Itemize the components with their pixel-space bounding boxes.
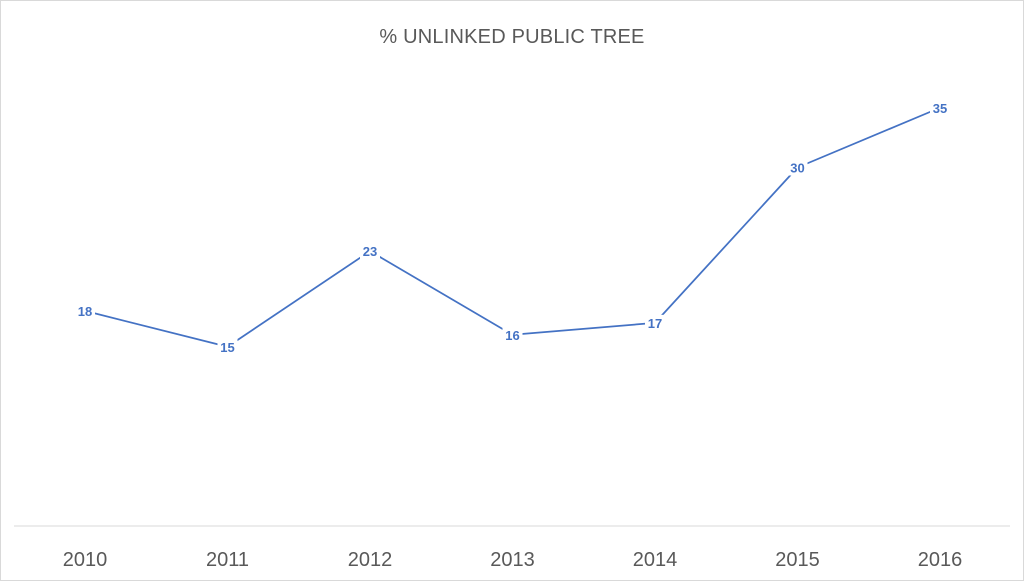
x-tick-label: 2011 [206, 549, 249, 571]
data-label: 15 [220, 340, 234, 355]
data-label: 23 [363, 244, 377, 259]
x-tick-label: 2012 [348, 549, 393, 571]
chart-title: % UNLINKED PUBLIC TREE [379, 26, 645, 48]
data-label-background [75, 302, 95, 319]
data-label-background [217, 338, 238, 355]
data-label-background [787, 159, 808, 176]
data-labels: 18 15 23 16 17 30 35 [75, 99, 950, 355]
x-tick-label: 2013 [490, 549, 535, 571]
data-label: 18 [78, 304, 92, 319]
data-label-background [360, 243, 380, 260]
data-label: 30 [790, 161, 804, 176]
series-line [84, 106, 941, 348]
data-label: 17 [648, 316, 662, 331]
x-tick-label: 2016 [918, 549, 963, 571]
x-tick-labels: 2010 2011 2012 2013 2014 2015 2016 [63, 549, 963, 571]
x-tick-label: 2015 [775, 549, 820, 571]
data-label-background [502, 326, 523, 343]
data-label: 16 [505, 328, 519, 343]
data-label-background [645, 314, 665, 331]
data-label: 35 [933, 101, 947, 116]
x-tick-label: 2014 [633, 549, 678, 571]
data-label-background [930, 99, 950, 116]
x-tick-label: 2010 [63, 549, 108, 571]
